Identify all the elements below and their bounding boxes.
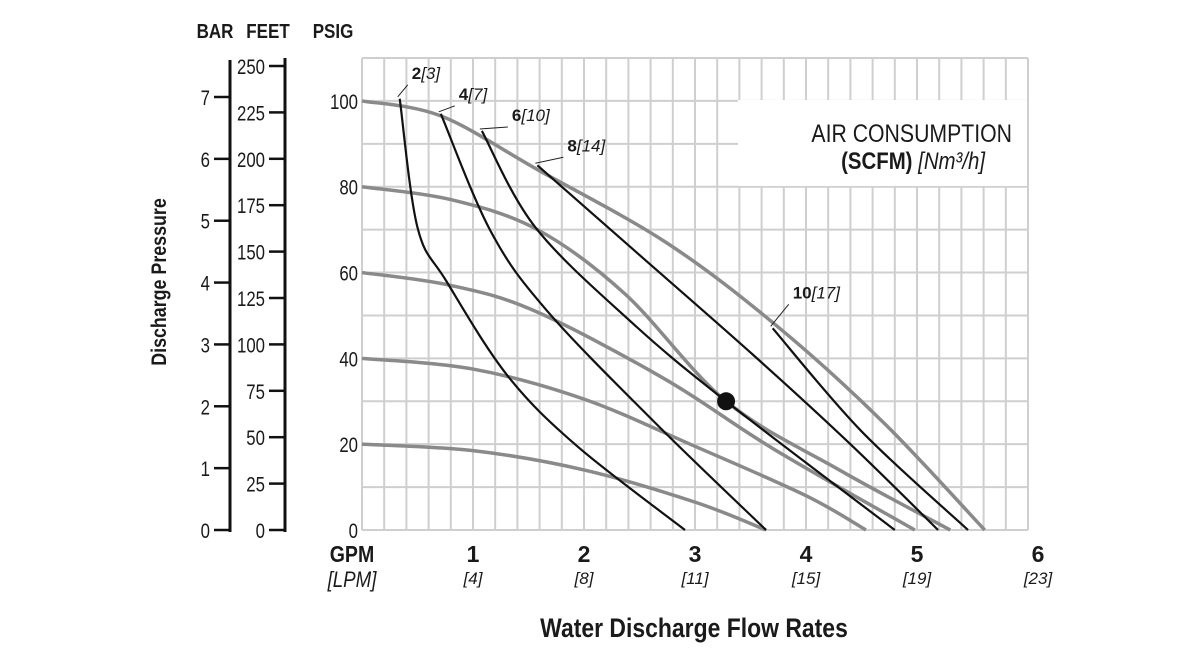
- y-tick-label-bar: 5: [201, 211, 210, 234]
- pressure-curve-40psig: [361, 356, 867, 532]
- x-tick-metric-label: [11]: [680, 569, 709, 588]
- operating-point-marker: [717, 392, 736, 411]
- y-tick-label-feet: 175: [237, 196, 265, 219]
- x-unit-metric-label: [LPM]: [327, 569, 378, 593]
- y-tick-label-feet: 225: [237, 103, 265, 126]
- y-tick-label-bar: 1: [201, 458, 210, 481]
- x-tick-label: 4: [800, 541, 813, 567]
- y-tick-label-bar: 3: [201, 335, 210, 358]
- air-curve-label: 4[7]: [459, 85, 489, 104]
- y-axis-title-bar: BAR: [197, 20, 234, 43]
- x-tick-label: 3: [689, 541, 702, 567]
- pressure-curve-100psig: [361, 99, 986, 532]
- x-tick-metric-label: [4]: [463, 569, 484, 588]
- pressure-curve-20psig: [361, 442, 767, 532]
- y-tick-label-feet: 75: [246, 381, 265, 404]
- y-tick-label-feet: 100: [237, 335, 265, 358]
- y-tick-label-bar: 0: [201, 520, 210, 543]
- air-curve-label: 6[10]: [512, 106, 551, 125]
- air-consumption-unit: (SCFM) [Nm³/h]: [841, 147, 986, 174]
- x-tick-metric-label: [19]: [902, 569, 933, 588]
- y-tick-label-bar: 2: [201, 397, 210, 420]
- y-tick-label-feet: 125: [237, 288, 265, 311]
- y-tick-label-feet: 200: [237, 149, 265, 172]
- x-tick-label: 2: [578, 541, 591, 567]
- x-tick-metric-label: [8]: [574, 569, 595, 588]
- air-curve-label-leader: [479, 126, 508, 130]
- y-tick-label-feet: 25: [246, 474, 265, 497]
- air-curve-6scfm: [480, 130, 896, 531]
- y-tick-label-psig: 20: [339, 435, 358, 458]
- y-tick-label-feet: 0: [256, 520, 265, 543]
- air-curve-2scfm: [398, 98, 686, 531]
- x-tick-label: 1: [467, 541, 480, 567]
- y-tick-label-feet: 50: [246, 428, 265, 451]
- y-tick-label-psig: 60: [339, 263, 358, 286]
- y-tick-label-psig: 0: [349, 520, 358, 543]
- x-tick-label: 5: [911, 541, 924, 567]
- y-tick-label-psig: 80: [339, 177, 358, 200]
- y-axis-title-psig: PSIG: [313, 20, 354, 43]
- x-unit-label: GPM: [330, 542, 375, 568]
- y-axis-label: Discharge Pressure: [148, 198, 172, 366]
- air-curve-label: 10[17]: [793, 283, 842, 302]
- x-tick-metric-label: [23]: [1023, 569, 1054, 588]
- y-tick-label-feet: 250: [237, 56, 265, 79]
- air-consumption-title: AIR CONSUMPTION: [811, 119, 1012, 147]
- air-curve-label-leader: [770, 304, 790, 327]
- pressure-curve-80psig: [361, 184, 952, 532]
- x-axis-label: Water Discharge Flow Rates: [540, 613, 848, 643]
- y-tick-label-bar: 7: [201, 87, 210, 110]
- y-tick-label-bar: 4: [201, 273, 211, 296]
- air-curve-label: 2[3]: [412, 64, 442, 83]
- y-axis-title-feet: FEET: [246, 20, 290, 43]
- air-curve-label-leader: [535, 156, 564, 164]
- air-curve-10scfm: [771, 327, 969, 531]
- air-curve-label: 8[14]: [567, 136, 606, 155]
- y-tick-label-bar: 6: [201, 149, 210, 172]
- air-curve-label-leader: [397, 84, 409, 98]
- air-curve-8scfm: [536, 164, 939, 531]
- x-tick-metric-label: [15]: [791, 569, 822, 588]
- y-tick-label-psig: 100: [330, 91, 358, 114]
- y-tick-label-feet: 150: [237, 242, 265, 265]
- legend-box: [738, 100, 1027, 186]
- air-curve-label-leader: [438, 105, 455, 113]
- air-curve-4scfm: [439, 113, 767, 531]
- x-tick-label: 6: [1032, 541, 1045, 567]
- y-tick-label-psig: 40: [339, 349, 358, 372]
- pressure-curve-60psig: [361, 270, 916, 532]
